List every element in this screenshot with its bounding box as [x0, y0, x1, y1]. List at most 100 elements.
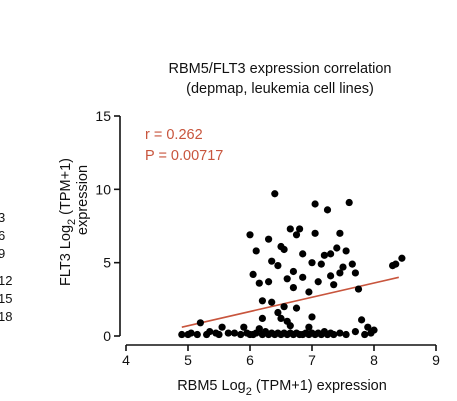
data-point: [305, 323, 313, 331]
data-point: [370, 326, 378, 334]
data-point: [271, 190, 279, 198]
data-point: [351, 269, 359, 277]
data-point: [246, 231, 254, 239]
left-fragment-label: 9: [0, 246, 6, 261]
data-point: [280, 245, 288, 254]
x-tick-label: 5: [184, 352, 192, 368]
chart-title: RBM5/FLT3 expression correlation: [168, 61, 392, 77]
data-point: [274, 308, 282, 317]
stats-line: r = 0.262: [145, 127, 203, 143]
data-point: [274, 262, 282, 270]
chart-subtitle: (depmap, leukemia cell lines): [186, 81, 374, 97]
data-point: [342, 247, 350, 255]
x-tick-label: 4: [122, 352, 130, 368]
data-point: [255, 279, 263, 287]
data-point: [308, 259, 316, 267]
data-point: [336, 229, 344, 237]
left-fragment-label: 12: [0, 273, 13, 288]
data-point: [314, 278, 322, 286]
data-point: [289, 284, 297, 292]
data-point: [327, 250, 335, 258]
left-fragment-label: 15: [0, 291, 13, 306]
data-point: [330, 281, 338, 289]
y-axis-label-line2: expression: [75, 165, 91, 235]
data-point: [292, 304, 301, 312]
data-point: [323, 206, 332, 214]
data-point: [206, 328, 214, 336]
data-point: [178, 330, 186, 339]
y-tick-label: 15: [95, 108, 111, 124]
data-point: [265, 278, 273, 286]
data-point: [215, 330, 223, 339]
stats-line: P = 0.00717: [145, 148, 223, 164]
x-axis-label: RBM5 Log2 (TPM+1) expression: [177, 378, 387, 398]
y-tick-label: 0: [103, 328, 111, 344]
left-fragment-label: 18: [0, 309, 13, 324]
data-point: [392, 260, 400, 268]
data-point: [268, 298, 276, 306]
stats-annotation: r = 0.262 P = 0.00717: [145, 127, 223, 164]
axis-labels: RBM5 Log2 (TPM+1) expression FLT3 Log2 (T…: [58, 158, 387, 398]
data-point: [336, 329, 344, 337]
data-point: [299, 250, 307, 258]
x-tick-label: 8: [370, 352, 378, 368]
data-point: [336, 269, 344, 277]
data-point: [348, 260, 356, 268]
data-point: [354, 285, 363, 293]
data-point: [193, 330, 201, 339]
x-tick-label: 7: [308, 352, 316, 368]
data-point: [364, 323, 372, 331]
data-point: [398, 254, 406, 262]
data-point: [265, 235, 273, 243]
data-point: [224, 329, 232, 337]
data-point: [280, 303, 288, 311]
data-points: [178, 190, 406, 339]
data-point: [330, 330, 338, 339]
y-tick-label: 5: [103, 255, 111, 271]
x-tick-label: 6: [246, 352, 254, 368]
data-point: [289, 267, 297, 276]
data-point: [277, 314, 285, 322]
data-point: [296, 225, 304, 233]
data-point: [351, 328, 359, 336]
data-point: [249, 270, 257, 278]
y-axis-label: FLT3 Log2 (TPM+1): [58, 158, 78, 286]
data-point: [308, 313, 316, 321]
data-point: [286, 225, 294, 233]
data-point: [342, 330, 350, 339]
data-point: [230, 329, 239, 337]
data-point: [268, 257, 276, 265]
data-point: [358, 316, 366, 324]
data-point: [258, 297, 266, 305]
data-point: [252, 247, 260, 255]
data-point: [196, 319, 204, 327]
data-point: [292, 231, 301, 239]
data-point: [286, 322, 294, 330]
data-point: [305, 288, 313, 296]
left-fragment-label: 3: [0, 210, 6, 225]
data-point: [237, 330, 245, 339]
trendline: [181, 276, 399, 328]
data-point: [187, 329, 195, 337]
y-tick-label: 10: [95, 181, 111, 197]
data-point: [218, 323, 226, 331]
data-point: [345, 198, 353, 207]
data-point: [320, 251, 328, 259]
data-point: [339, 263, 347, 271]
data-point: [361, 330, 369, 339]
data-point: [240, 323, 248, 331]
data-point: [317, 260, 325, 268]
data-point: [311, 229, 319, 237]
data-point: [283, 275, 291, 283]
x-tick-label: 9: [432, 352, 440, 368]
trendline-group: [181, 276, 399, 328]
axes: 0 5 10 15 4 5 6 7 8 9: [95, 108, 440, 368]
data-point: [311, 200, 319, 208]
data-point: [255, 325, 263, 333]
data-point: [333, 244, 341, 252]
data-point: [299, 273, 307, 281]
left-fragment-label: 6: [0, 228, 6, 243]
data-point: [258, 314, 266, 322]
